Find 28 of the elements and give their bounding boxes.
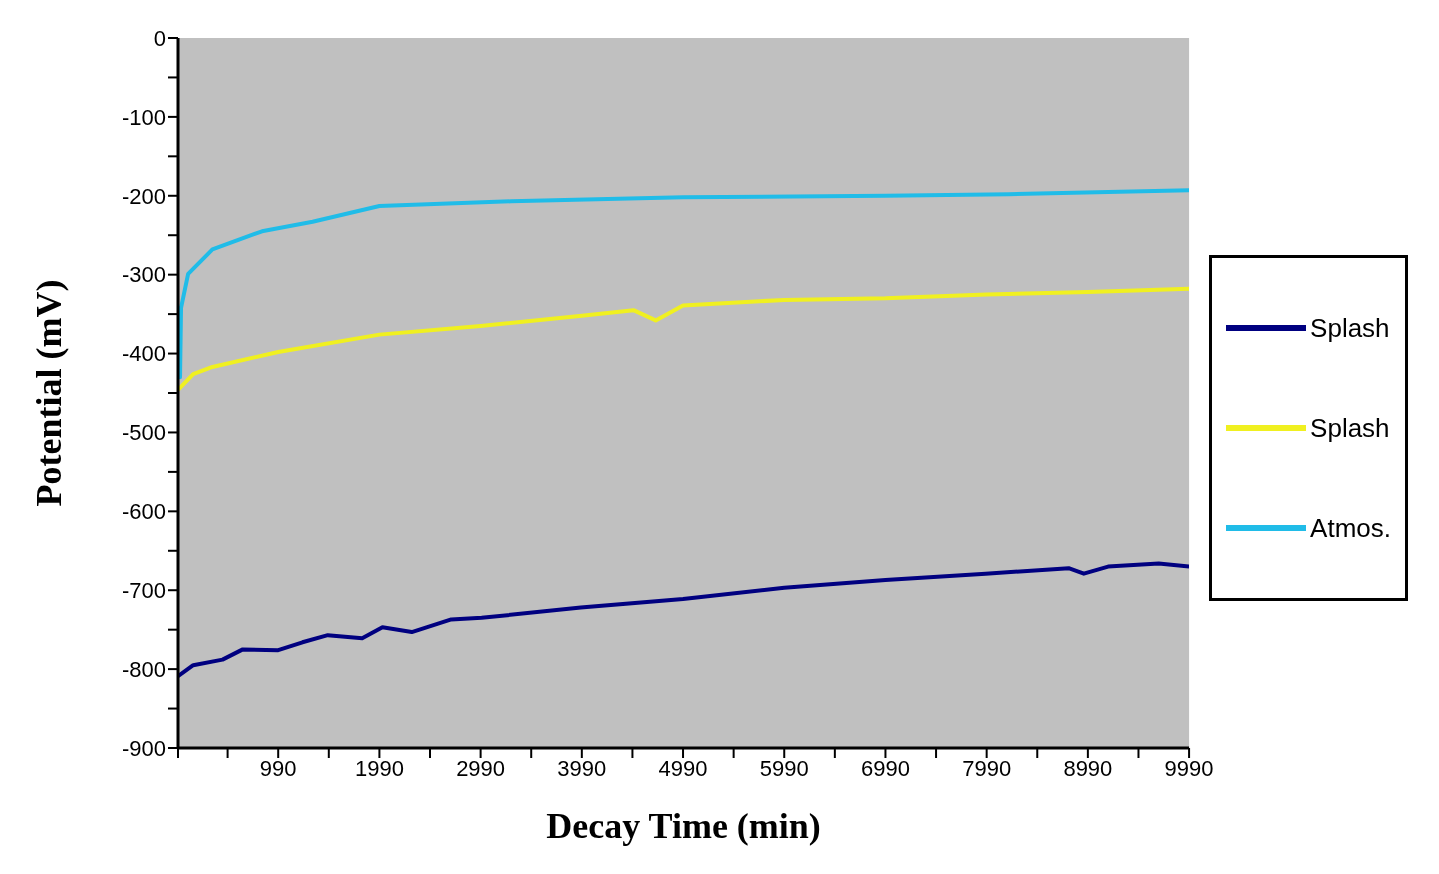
legend-label: Splash: [1310, 412, 1390, 444]
y-tick-label: 0: [153, 25, 166, 51]
x-tick-label: 7990: [962, 755, 1012, 781]
y-tick-label: -900: [121, 735, 166, 761]
legend-label: Splash: [1310, 312, 1390, 344]
x-axis-title: Decay Time (min): [546, 806, 821, 846]
x-tick-label: 5990: [759, 755, 809, 781]
line-series: [178, 188, 1190, 380]
x-tick-label: 1990: [354, 755, 404, 781]
x-tick-label: 9990: [1164, 755, 1214, 781]
x-tick-label: 2990: [456, 755, 506, 781]
x-tick-label: 3990: [557, 755, 607, 781]
line-series: [178, 561, 1190, 679]
x-tick-label: 4990: [658, 755, 708, 781]
y-tick-label: -800: [121, 656, 166, 682]
y-tick-label: -300: [121, 262, 166, 288]
y-tick-label: -600: [121, 499, 166, 525]
y-axis-title: Potential (mV): [28, 279, 69, 507]
x-tick-label: 990: [259, 755, 297, 781]
legend-label: Atmos.: [1310, 512, 1391, 544]
y-tick-label: -500: [121, 420, 166, 446]
y-tick-label: -700: [121, 578, 166, 604]
line-series: [178, 286, 1190, 392]
y-tick-label: -400: [121, 341, 166, 367]
y-tick-label: -100: [121, 104, 166, 130]
y-tick-label: -200: [121, 183, 166, 209]
x-tick-label: 6990: [860, 755, 910, 781]
x-tick-label: 8990: [1063, 755, 1113, 781]
